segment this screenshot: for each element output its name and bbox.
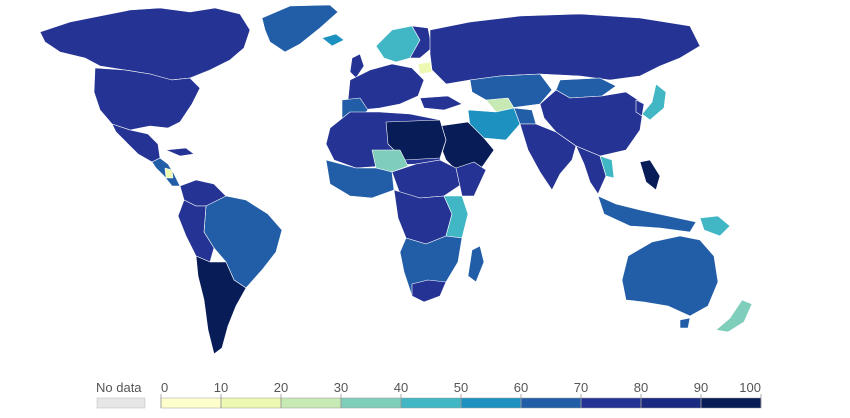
color-legend: No data 0 10 20 30 40 50 60 70 80 90 100: [96, 380, 762, 409]
region-indonesia[interactable]: [597, 195, 697, 233]
legend-bin-0-10: [160, 397, 222, 409]
region-turkey[interactable]: [419, 95, 463, 111]
legend-bin-80-90: [640, 397, 702, 409]
region-united-kingdom[interactable]: [349, 53, 365, 79]
legend-tick-label: 30: [334, 380, 348, 395]
region-horn-of-africa[interactable]: [455, 161, 487, 197]
region-united-states[interactable]: [93, 67, 201, 131]
legend-tick-label: 20: [274, 380, 288, 395]
region-chile-argentina[interactable]: [195, 255, 247, 355]
region-korea[interactable]: [635, 99, 645, 117]
world-choropleth-map: [39, 4, 753, 355]
legend-tick-label: 100: [739, 380, 761, 395]
legend-tick-label: 50: [454, 380, 468, 395]
region-iceland[interactable]: [321, 33, 345, 47]
region-mexico[interactable]: [111, 123, 161, 163]
region-japan[interactable]: [641, 83, 667, 121]
region-madagascar[interactable]: [467, 245, 485, 283]
region-greenland[interactable]: [261, 4, 339, 53]
region-central-africa[interactable]: [393, 189, 453, 245]
region-belarus[interactable]: [417, 61, 433, 75]
legend-bin-20-30: [280, 397, 342, 409]
legend-bin-90-100: [700, 397, 762, 409]
region-new-zealand[interactable]: [715, 299, 753, 333]
region-tasmania[interactable]: [679, 317, 691, 329]
legend-bin-70-80: [580, 397, 642, 409]
region-india[interactable]: [519, 123, 577, 191]
region-mali-niger[interactable]: [371, 149, 409, 173]
region-vietnam-cambodia[interactable]: [599, 155, 615, 179]
region-libya-egypt[interactable]: [385, 119, 447, 161]
legend-tick-label: 0: [161, 380, 168, 395]
legend-bin-50-60: [460, 397, 522, 409]
legend-bin-60-70: [520, 397, 582, 409]
legend-tick-label: 60: [514, 380, 528, 395]
legend-tick-label: 10: [214, 380, 228, 395]
no-data-label: No data: [96, 380, 142, 395]
region-finland[interactable]: [409, 25, 433, 59]
countries-layer: [39, 4, 753, 355]
region-cuba[interactable]: [165, 147, 195, 157]
region-canada[interactable]: [39, 7, 251, 81]
region-russia[interactable]: [429, 13, 701, 85]
region-peru-bolivia[interactable]: [177, 199, 215, 263]
region-south-africa[interactable]: [411, 279, 447, 303]
region-papua-new-guinea[interactable]: [699, 215, 731, 237]
legend-tick-label: 70: [574, 380, 588, 395]
no-data-legend-item: No data: [96, 380, 146, 409]
legend-bin-40-50: [400, 397, 462, 409]
legend-tick-label: 80: [634, 380, 648, 395]
legend-tick-label: 40: [394, 380, 408, 395]
legend-bin-10-20: [220, 397, 282, 409]
region-nicaragua[interactable]: [164, 167, 174, 179]
region-australia[interactable]: [621, 235, 719, 317]
legend-tick-label: 90: [694, 380, 708, 395]
legend-bin-30-40: [340, 397, 402, 409]
no-data-swatch: [96, 397, 146, 409]
legend-ticks: 0 10 20 30 40 50 60 70 80 90 100: [160, 380, 762, 408]
region-philippines[interactable]: [639, 159, 661, 191]
